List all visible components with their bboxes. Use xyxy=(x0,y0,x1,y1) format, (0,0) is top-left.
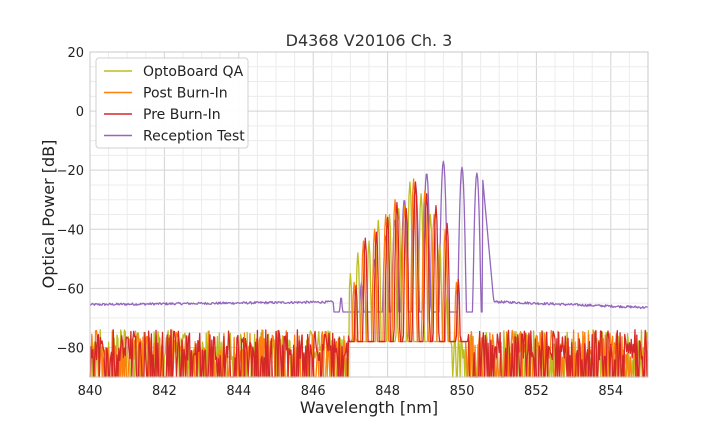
legend: OptoBoard QA Post Burn-In Pre Burn-In Recep… xyxy=(95,57,249,149)
x-axis-label: Wavelength [nm] xyxy=(300,398,438,417)
x-tick-label: 854 xyxy=(598,384,623,399)
x-tick-label: 846 xyxy=(301,384,326,399)
x-tick-label: 852 xyxy=(524,384,549,399)
x-tick-label: 850 xyxy=(450,384,475,399)
chart-title: D4368 V20106 Ch. 3 xyxy=(286,31,453,50)
legend-label: Pre Burn-In xyxy=(143,107,221,123)
y-tick-label: −20 xyxy=(57,164,84,179)
series-line-reception-test xyxy=(89,160,649,313)
legend-label: OptoBoard QA xyxy=(143,64,244,80)
y-tick-label: −60 xyxy=(57,282,84,297)
x-tick-label: 840 xyxy=(78,384,103,399)
y-tick-label: −80 xyxy=(57,341,84,356)
x-tick-label: 848 xyxy=(375,384,400,399)
legend-label: Post Burn-In xyxy=(143,86,228,102)
x-tick-label: 844 xyxy=(226,384,251,399)
plot-frame xyxy=(89,51,649,378)
y-tick-label: −40 xyxy=(57,223,84,238)
y-tick-label: 20 xyxy=(67,46,84,61)
y-axis-label: Optical Power [dB] xyxy=(39,140,58,289)
legend-label: Reception Test xyxy=(143,129,245,145)
x-tick-label: 842 xyxy=(152,384,177,399)
y-axis-ticks: −80 −60 −40 −20 0 20 xyxy=(57,46,84,356)
y-tick-label: 0 xyxy=(76,105,84,120)
legend-box xyxy=(95,57,249,149)
x-axis-ticks: 840 842 844 846 848 850 852 854 xyxy=(78,384,624,399)
